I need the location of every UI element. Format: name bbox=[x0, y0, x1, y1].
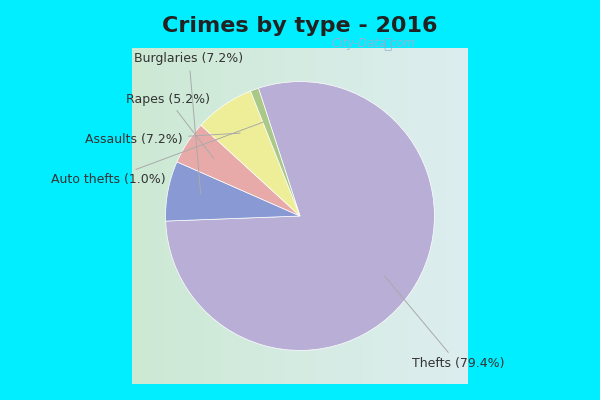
Text: Thefts (79.4%): Thefts (79.4%) bbox=[385, 276, 504, 370]
Text: Auto thefts (1.0%): Auto thefts (1.0%) bbox=[51, 122, 263, 186]
Text: Rapes (5.2%): Rapes (5.2%) bbox=[126, 92, 214, 159]
Wedge shape bbox=[166, 82, 434, 350]
Wedge shape bbox=[166, 162, 300, 221]
Wedge shape bbox=[177, 125, 300, 216]
Text: City-Data.com: City-Data.com bbox=[331, 37, 416, 50]
Text: Assaults (7.2%): Assaults (7.2%) bbox=[85, 133, 240, 146]
Text: Crimes by type - 2016: Crimes by type - 2016 bbox=[162, 16, 438, 36]
Wedge shape bbox=[251, 88, 300, 216]
Text: Burglaries (7.2%): Burglaries (7.2%) bbox=[134, 52, 244, 194]
Wedge shape bbox=[201, 91, 300, 216]
Text: ⦿: ⦿ bbox=[383, 37, 391, 51]
